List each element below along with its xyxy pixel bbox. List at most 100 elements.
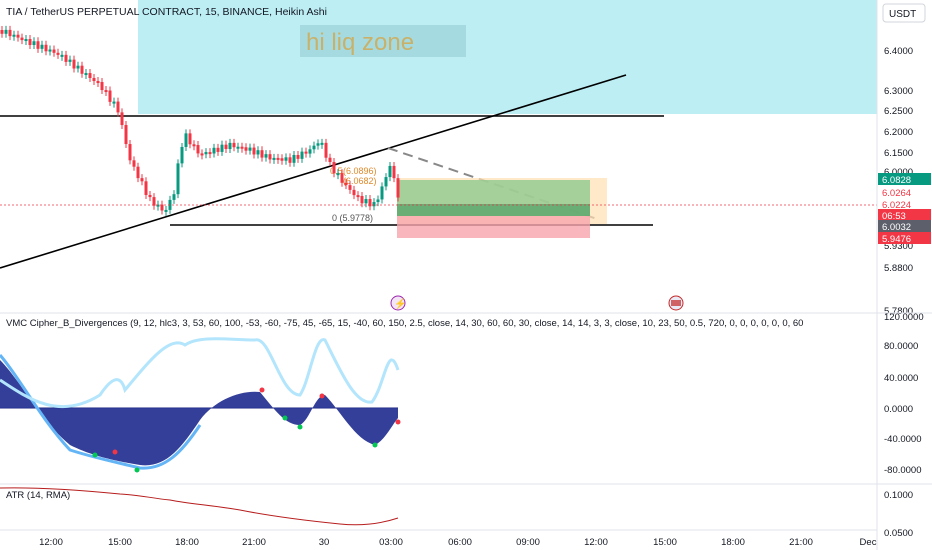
candle-body [256, 150, 260, 155]
vmc-indicator-title[interactable]: VMC Cipher_B_Divergences (9, 12, hlc3, 3… [6, 318, 803, 329]
price-tick-label: 5.7800 [884, 306, 913, 317]
lightning-event-icon[interactable] [390, 295, 406, 311]
candle-body [328, 157, 332, 163]
vmc-tick-label: 80.0000 [884, 341, 918, 352]
candle-body [288, 157, 292, 163]
candle-body [4, 29, 8, 34]
candle-body [244, 147, 248, 151]
liquidity-zone-box[interactable] [138, 0, 877, 114]
flag-stripes [671, 300, 681, 306]
candle-body [160, 204, 164, 211]
price-badge [878, 232, 931, 244]
zone-label[interactable]: hi liq zone [306, 29, 414, 56]
candle-body [12, 34, 16, 37]
candle-body [172, 194, 176, 200]
candle-body [280, 158, 284, 161]
vmc-tick-label: 120.0000 [884, 312, 924, 323]
price-tick-label: 6.2000 [884, 127, 913, 138]
vmc-signal-dot [134, 467, 140, 473]
time-tick-label: 12:00 [584, 537, 608, 548]
price-badge [878, 186, 931, 198]
atr-tick-label: 0.1000 [884, 490, 913, 501]
candle-body [208, 152, 212, 155]
currency-button[interactable] [882, 3, 926, 23]
time-tick-label: 18:00 [175, 537, 199, 548]
time-axis[interactable]: 12:00 15:00 18:00 21:00 30 03:00 06:00 09:00 12:… [39, 537, 877, 548]
candle-body [16, 34, 20, 38]
candle-body [368, 199, 372, 207]
vmc-signal-dot [282, 415, 288, 421]
candle-body [316, 143, 320, 146]
price-badge-label: 6.0828 [882, 175, 911, 186]
candle-body [300, 151, 304, 159]
candle-body [72, 59, 76, 69]
candle-body [276, 157, 280, 160]
candle-body [148, 194, 152, 198]
vmc-signal-dot [319, 393, 325, 399]
candle-body [92, 78, 96, 82]
candle-body [352, 189, 356, 196]
candle-body [376, 199, 380, 203]
candle-body [236, 146, 240, 149]
candle-body [364, 199, 368, 204]
time-tick-label: 03:00 [379, 537, 403, 548]
trend-line[interactable] [0, 74, 627, 269]
vmc-tick-label: 0.0000 [884, 404, 913, 415]
candle-body [188, 133, 192, 145]
price-tick-label: 6.1500 [884, 148, 913, 159]
candle-body [116, 101, 120, 113]
price-axis[interactable]: 6.4000 6.3000 6.2500 6.2000 6.1500 6.0000 5.93… [884, 46, 913, 317]
time-tick-label: Dec [860, 537, 877, 548]
price-tick-label: 5.8800 [884, 263, 913, 274]
fib-partial-label: 0.5 [330, 166, 343, 176]
candle-body [56, 52, 60, 55]
time-tick-label: 09:00 [516, 537, 540, 548]
projection-dashed-line[interactable] [387, 147, 601, 221]
vmc-tick-label: 40.0000 [884, 373, 918, 384]
candle-body [336, 173, 340, 176]
candle-body [80, 65, 84, 74]
candle-body [32, 41, 36, 46]
time-tick-label: 21:00 [242, 537, 266, 548]
candle-body [252, 147, 256, 155]
vmc-signal-dot [259, 387, 265, 393]
atr-indicator-title[interactable]: ATR (14, RMA) [6, 490, 70, 501]
price-tick-label: 6.4000 [884, 46, 913, 57]
candle-body [120, 112, 124, 126]
candle-body [340, 173, 344, 183]
candle-body [96, 81, 100, 84]
candle-body [380, 186, 384, 200]
candle-body [100, 82, 104, 91]
candle-body [36, 41, 40, 49]
price-badge-label: 6.0032 [882, 222, 911, 233]
candle-body [60, 54, 64, 57]
candle-body [284, 157, 288, 161]
price-badge [878, 173, 931, 185]
vmc-wave-line [0, 354, 202, 470]
candle-body [212, 147, 216, 154]
price-tick-label: 6.3000 [884, 86, 913, 97]
price-tick-label: 6.2500 [884, 106, 913, 117]
candle-body [348, 185, 352, 190]
fib-mid-label: (6.0682) [343, 176, 377, 186]
price-badge-label: 6.0264 [882, 188, 911, 199]
candle-body [272, 157, 276, 160]
symbol-title: TIA / TetherUS PERPETUAL CONTRACT, 15, B… [6, 6, 327, 18]
candle-body [64, 54, 68, 62]
candle-body [332, 162, 336, 174]
vmc-signal-dot [92, 452, 98, 458]
vmc-signal-dot [297, 424, 303, 430]
time-tick-label: 18:00 [721, 537, 745, 548]
candle-body [224, 144, 228, 150]
atr-axis[interactable]: 0.1000 0.0500 [884, 490, 913, 539]
candle-body [304, 151, 308, 154]
candle-body [320, 142, 324, 145]
vmc-axis[interactable]: 120.0000 80.0000 40.0000 0.0000 -40.0000 -80.… [884, 312, 924, 476]
candle-body [136, 166, 140, 179]
fib-zero-label: 0 (5.9778) [332, 213, 373, 223]
loss-zone[interactable] [397, 216, 590, 238]
candle-body [204, 152, 208, 155]
candle-body [152, 197, 156, 206]
